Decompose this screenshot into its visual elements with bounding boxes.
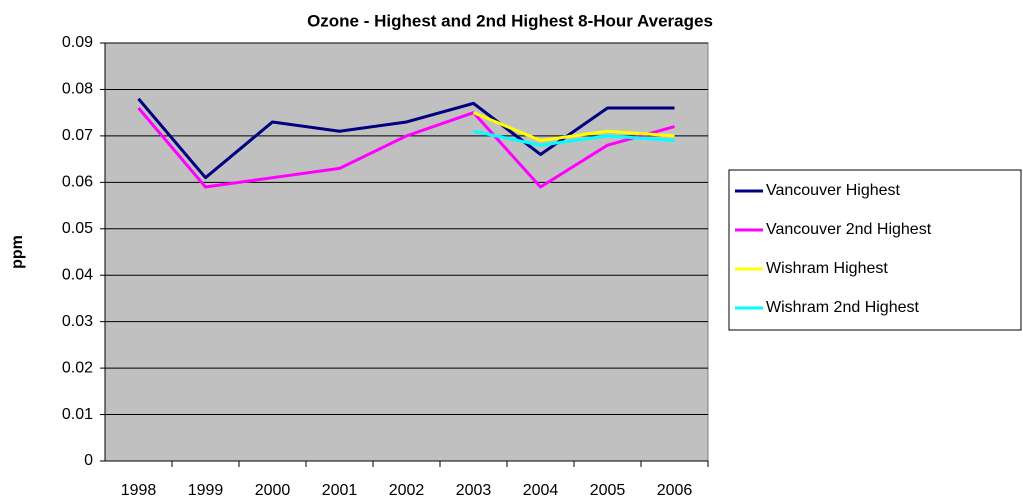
y-tick-label: 0: [84, 452, 93, 469]
legend-label: Vancouver Highest: [766, 182, 901, 199]
y-tick-label: 0.03: [62, 313, 93, 330]
y-tick-label: 0.07: [62, 127, 93, 144]
y-tick-label: 0.02: [62, 359, 93, 376]
series-line: [137, 107, 675, 189]
y-tick-label: 0.05: [62, 220, 93, 237]
x-tick-label: 2006: [657, 482, 693, 499]
plot-area: [104, 42, 709, 462]
series-line: [137, 97, 675, 180]
y-axis-label: ppm: [9, 235, 26, 269]
legend-box: [728, 169, 1022, 331]
y-tick-label: 0.04: [62, 266, 93, 283]
x-tick-label: 1999: [188, 482, 224, 499]
legend-label: Wishram 2nd Highest: [766, 299, 920, 316]
x-tick-label: 2005: [590, 482, 626, 499]
series-line: [473, 129, 675, 147]
x-tick-label: 2000: [255, 482, 291, 499]
legend-label: Vancouver 2nd Highest: [766, 221, 932, 238]
chart-title: Ozone - Highest and 2nd Highest 8-Hour A…: [307, 11, 713, 30]
y-tick-label: 0.08: [62, 81, 93, 98]
x-tick-label: 2004: [523, 482, 559, 499]
x-tick-label: 2002: [389, 482, 425, 499]
y-tick-label: 0.06: [62, 174, 93, 191]
x-tick-label: 2003: [456, 482, 492, 499]
legend-label: Wishram Highest: [766, 260, 888, 277]
y-tick-label: 0.09: [62, 34, 93, 51]
series-line: [472, 111, 675, 143]
x-tick-label: 2001: [322, 482, 358, 499]
x-tick-label: 1998: [121, 482, 157, 499]
y-tick-label: 0.01: [62, 406, 93, 423]
